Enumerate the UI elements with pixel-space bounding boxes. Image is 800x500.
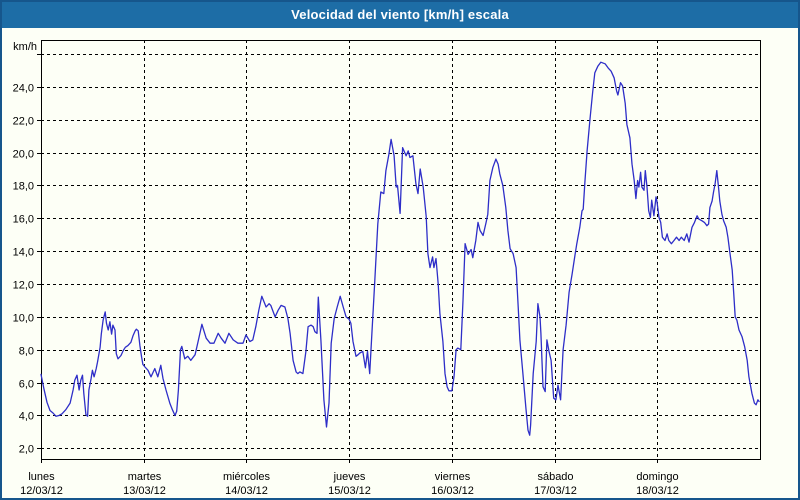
x-tick-date-label: 14/03/12	[225, 485, 268, 497]
chart-title: Velocidad del viento [km/h] escala	[291, 6, 509, 22]
x-tick-day-label: lunes	[28, 471, 55, 483]
y-tick-label: 8,0	[19, 346, 34, 358]
y-tick-label: 18,0	[13, 181, 34, 193]
y-tick-label: 6,0	[19, 379, 34, 391]
x-tick-day-label: jueves	[333, 471, 366, 483]
y-tick-label: 2,0	[19, 444, 34, 456]
x-tick-day-label: viernes	[435, 471, 471, 483]
x-tick-date-label: 13/03/12	[123, 485, 166, 497]
x-tick-date-label: 17/03/12	[534, 485, 577, 497]
y-tick-label: 10,0	[13, 313, 34, 325]
x-tick-date-label: 15/03/12	[328, 485, 371, 497]
x-tick-day-label: domingo	[636, 471, 678, 483]
y-tick-label: 20,0	[13, 149, 34, 161]
y-tick-label: 22,0	[13, 116, 34, 128]
x-tick-day-label: sábado	[537, 471, 573, 483]
x-tick-day-label: miércoles	[223, 471, 271, 483]
x-tick-day-label: martes	[128, 471, 162, 483]
plot-border	[41, 40, 761, 460]
y-tick-label: 4,0	[19, 411, 34, 423]
y-tick-label: 16,0	[13, 214, 34, 226]
x-tick-date-label: 16/03/12	[431, 485, 474, 497]
x-tick-date-label: 12/03/12	[20, 485, 63, 497]
wind-speed-line	[40, 61, 760, 436]
y-tick-label: 14,0	[13, 247, 34, 259]
y-axis-unit-label: km/h	[13, 41, 37, 53]
x-tick-date-label: 18/03/12	[636, 485, 679, 497]
y-tick-label: 24,0	[13, 83, 34, 95]
chart-title-bar: Velocidad del viento [km/h] escala	[0, 0, 800, 28]
y-tick-label: 12,0	[13, 280, 34, 292]
